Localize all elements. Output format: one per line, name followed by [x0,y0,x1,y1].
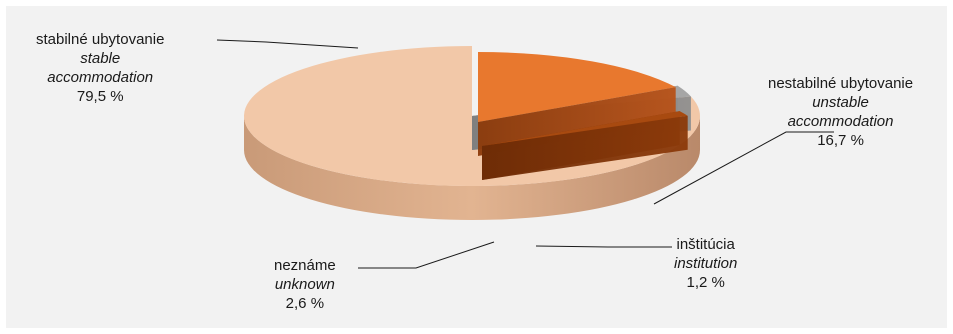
label-unknown-en: unknown [274,276,335,293]
label-unstable-sk: nestabilné ubytovanie [768,75,914,92]
label-unknown: neznáme unknown 2,6 % [274,256,336,313]
slice-institution [482,111,688,180]
leader-institution [535,245,672,248]
label-stable-sk: stabilné ubytovanie [36,31,165,48]
label-unstable-value: 16,7 % [817,132,864,149]
label-institution-en: institution [674,255,738,272]
label-stable-value: 79,5 % [76,88,124,105]
label-stable-en: stable accommodation [47,50,154,86]
label-unknown-sk: neznáme [274,257,336,274]
label-institution: inštitúcia institution 1,2 % [674,235,737,292]
leader-unknown [358,241,495,269]
chart-panel: stabilné ubytovanie stable accommodation… [6,6,947,328]
label-unstable-en: unstable accommodation [787,94,894,130]
label-institution-value: 1,2 % [686,274,725,291]
label-unknown-value: 2,6 % [285,295,325,312]
leader-stable [216,39,359,49]
label-unstable: nestabilné ubytovanie unstable accommoda… [768,74,913,150]
pie-chart [216,39,834,269]
label-institution-sk: inštitúcia [676,236,735,253]
leader-unstable [653,131,834,205]
label-stable: stabilné ubytovanie stable accommodation… [36,30,164,106]
